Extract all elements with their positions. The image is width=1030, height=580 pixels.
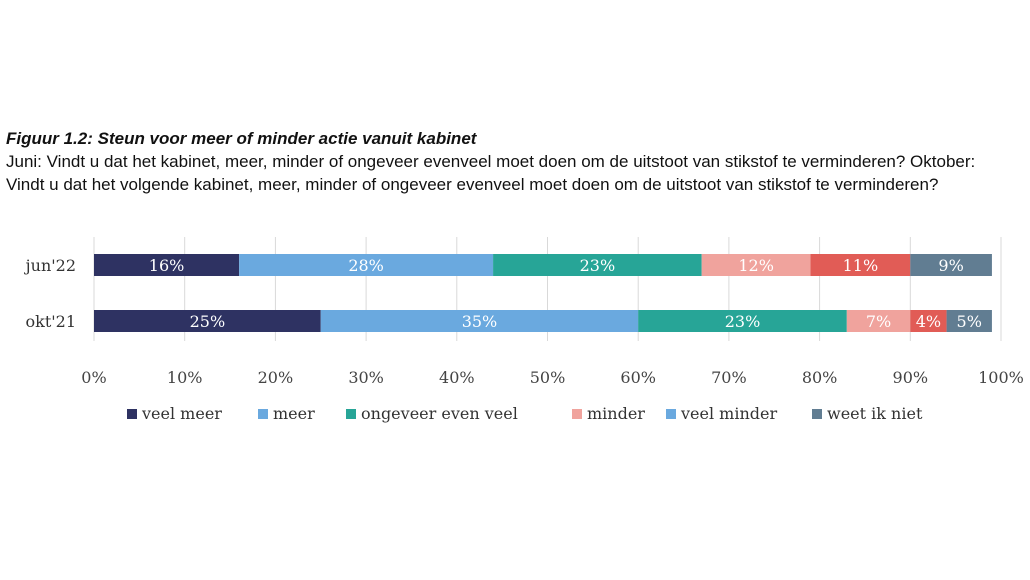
x-tick-label: 90% [893,368,929,387]
data-label: 9% [938,256,963,275]
bar-segment [320,310,639,332]
legend-label: weet ik niet [827,404,923,423]
data-label: 11% [843,256,879,275]
data-label: 4% [916,312,941,331]
data-label: 23% [580,256,616,275]
figure-subtitle: Juni: Vindt u dat het kabinet, meer, min… [6,152,976,194]
legend-label: minder [587,404,645,423]
bar-segment [701,254,811,276]
legend-label: meer [273,404,315,423]
x-tick-label: 20% [258,368,294,387]
stacked-bar-chart: 16% 28% 23% 12% 11% 9% 25% 35% 23% 7% 4% 5% 0% 10% 20… [24,237,1024,423]
legend-swatch [346,409,356,419]
legend-swatch [812,409,822,419]
legend-swatch [258,409,268,419]
data-label: 25% [190,312,226,331]
data-label: 12% [738,256,774,275]
bar-segment [910,254,992,276]
bar-segment [846,310,911,332]
data-label: 28% [348,256,384,275]
category-label: jun'22 [24,256,76,275]
data-label: 7% [866,312,891,331]
data-label: 5% [957,312,982,331]
bar-segment [638,310,847,332]
figure-title: Figuur 1.2: Steun voor meer of minder ac… [6,129,477,148]
legend-swatch [572,409,582,419]
bar-segment [910,310,947,332]
x-tick-label: 70% [711,368,747,387]
data-label: 16% [149,256,185,275]
data-label: 23% [725,312,761,331]
bar-segment [239,254,494,276]
x-tick-label: 30% [348,368,384,387]
x-tick-label: 40% [439,368,475,387]
legend-label: veel meer [141,404,222,423]
x-tick-label: 10% [167,368,203,387]
legend-label: veel minder [680,404,777,423]
bar-segment [493,254,702,276]
category-label: okt'21 [25,312,76,331]
legend-swatch [127,409,137,419]
x-tick-label: 60% [620,368,656,387]
bar-segment [94,310,321,332]
data-label: 35% [462,312,498,331]
bar-segment [94,254,240,276]
legend-label: ongeveer even veel [361,404,518,423]
legend-swatch [666,409,676,419]
x-tick-label: 100% [978,368,1024,387]
x-tick-label: 80% [802,368,838,387]
bar-segment [810,254,911,276]
bar-segment [946,310,992,332]
x-tick-label: 0% [81,368,106,387]
figure-heading: Figuur 1.2: Steun voor meer of minder ac… [6,128,1016,196]
x-tick-label: 50% [530,368,566,387]
